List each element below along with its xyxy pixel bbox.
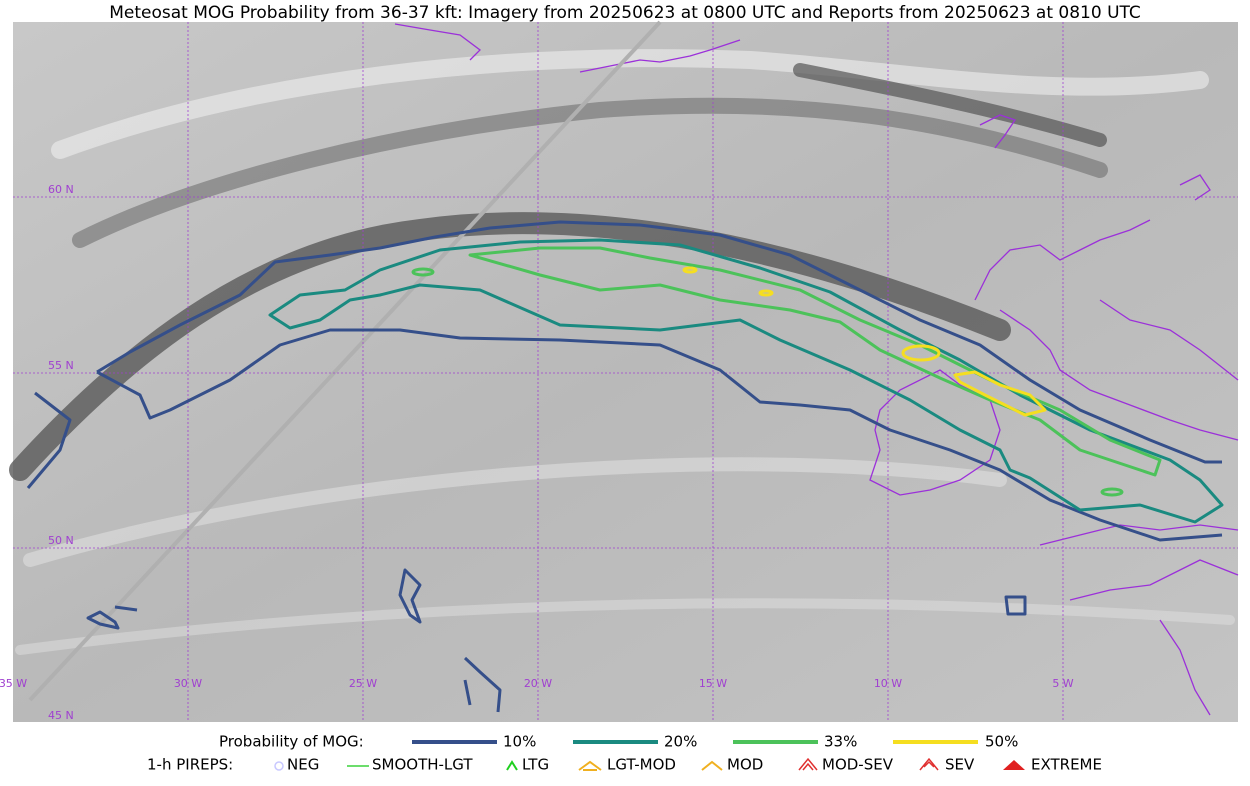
legend-label: SEV	[945, 756, 975, 774]
legend-pireps: 1-h PIREPS: NEG SMOOTH-LGT LTG LGT-MOD M…	[147, 756, 1102, 774]
legend-icon	[578, 760, 602, 771]
legend-label: 33%	[824, 733, 857, 751]
lon-label: 25 W	[349, 677, 377, 690]
contour-20	[268, 238, 1224, 524]
legend-probability: Probability of MOG: 10% 20% 33% 50%	[219, 733, 1018, 751]
legend-label: EXTREME	[1031, 756, 1102, 774]
legend-title: 1-h PIREPS:	[147, 756, 233, 774]
lat-labels: 60 N 55 N 50 N 45 N	[48, 183, 74, 722]
legend-label: NEG	[287, 756, 319, 774]
legend-icon	[798, 757, 818, 771]
legend-label: 50%	[985, 733, 1018, 751]
lon-label: 5 W	[1052, 677, 1073, 690]
legend-icon	[919, 757, 939, 771]
legend-icon	[506, 760, 518, 771]
map: 60 N 55 N 50 N 45 N 35 W 30 W 25 W 20 W …	[0, 20, 1239, 722]
legend-icon	[1003, 760, 1025, 770]
lon-label: 30 W	[174, 677, 202, 690]
legend-label: MOD	[727, 756, 763, 774]
lat-label: 60 N	[48, 183, 74, 196]
track-line	[28, 20, 662, 702]
legend-label: 10%	[503, 733, 536, 751]
legend-icon	[274, 761, 284, 771]
legend-label: SMOOTH-LGT	[372, 756, 473, 774]
lon-label: 20 W	[524, 677, 552, 690]
coastlines	[394, 23, 1239, 716]
lon-labels: 35 W 30 W 25 W 20 W 15 W 10 W 5 W	[0, 677, 1074, 690]
lat-label: 45 N	[48, 709, 74, 722]
contour-33	[411, 246, 1162, 497]
legend-label: LTG	[522, 756, 549, 774]
graticule	[13, 22, 1238, 722]
contour-50	[682, 266, 1047, 417]
contour-10	[26, 220, 1223, 713]
title: Meteosat MOG Probability from 36-37 kft:…	[109, 3, 1141, 23]
legend-label: LGT-MOD	[607, 756, 676, 774]
lat-label: 50 N	[48, 534, 74, 547]
lon-label: 15 W	[699, 677, 727, 690]
legend-icon	[701, 760, 723, 771]
legend-label: MOD-SEV	[822, 756, 894, 774]
legend-title: Probability of MOG:	[219, 733, 364, 751]
lat-label: 55 N	[48, 359, 74, 372]
lon-label: 35 W	[0, 677, 27, 690]
lon-label: 10 W	[874, 677, 902, 690]
legend-label: 20%	[664, 733, 697, 751]
